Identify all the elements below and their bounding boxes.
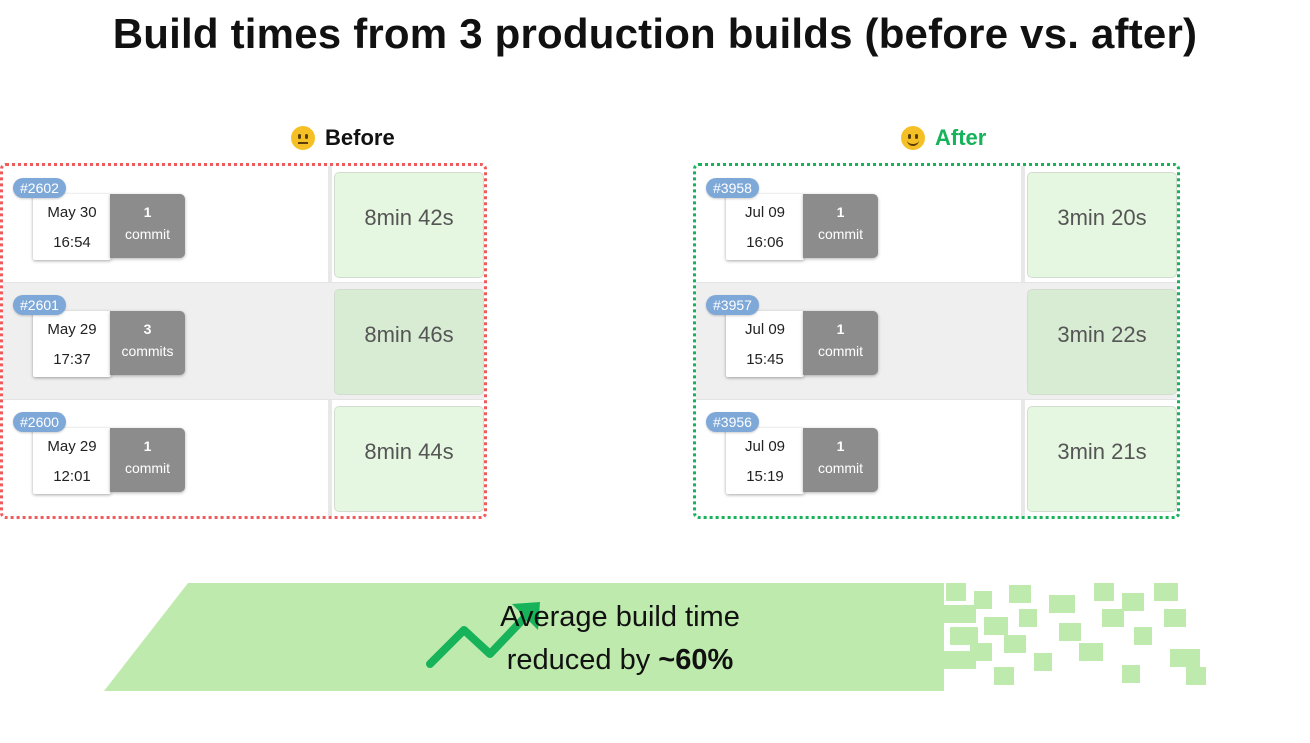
build-row[interactable]: #2601 May 29 17:37 3 commits 8min 46s bbox=[3, 283, 484, 400]
build-date: May 30 bbox=[47, 204, 97, 221]
summary-line-2-prefix: reduced by bbox=[506, 644, 659, 676]
before-builds-panel: #2602 May 30 16:54 1 commit 8min 42s #26… bbox=[0, 163, 487, 519]
summary-line-1: Average build time bbox=[500, 601, 740, 633]
after-header: After bbox=[901, 122, 986, 154]
build-date: Jul 09 bbox=[744, 321, 786, 338]
commit-label: commit bbox=[124, 226, 171, 242]
build-duration-cell[interactable]: 8min 44s bbox=[334, 406, 484, 512]
summary-banner bbox=[104, 583, 1206, 691]
build-id-badge[interactable]: #2602 bbox=[13, 178, 66, 198]
build-duration-cell[interactable]: 3min 20s bbox=[1027, 172, 1177, 278]
build-time: 16:54 bbox=[53, 234, 91, 251]
build-duration-cell[interactable]: 3min 21s bbox=[1027, 406, 1177, 512]
build-date: May 29 bbox=[47, 321, 97, 338]
build-time: 15:19 bbox=[746, 468, 784, 485]
build-duration-cell[interactable]: 8min 46s bbox=[334, 289, 484, 395]
build-time: 15:45 bbox=[746, 351, 784, 368]
before-label: Before bbox=[325, 125, 395, 150]
after-builds-panel: #3958 Jul 09 16:06 1 commit 3min 20s #39… bbox=[693, 163, 1180, 519]
build-row[interactable]: #3957 Jul 09 15:45 1 commit 3min 22s bbox=[696, 283, 1177, 400]
commit-count-card[interactable]: 1 commit bbox=[110, 428, 185, 492]
build-date-card: May 30 16:54 bbox=[33, 194, 111, 260]
commit-label: commit bbox=[124, 460, 171, 476]
build-time: 16:06 bbox=[746, 234, 784, 251]
commit-count-card[interactable]: 1 commit bbox=[803, 194, 878, 258]
build-date: Jul 09 bbox=[744, 204, 786, 221]
build-row[interactable]: #2600 May 29 12:01 1 commit 8min 44s bbox=[3, 400, 484, 516]
build-duration-cell[interactable]: 3min 22s bbox=[1027, 289, 1177, 395]
summary-text: Average build time reduced by ~60% bbox=[470, 596, 770, 682]
summary-line-2: reduced by ~60% bbox=[470, 639, 770, 682]
commit-label: commit bbox=[817, 460, 864, 476]
commit-label: commit bbox=[817, 226, 864, 242]
build-date: May 29 bbox=[47, 438, 97, 455]
commit-count-card[interactable]: 1 commit bbox=[803, 311, 878, 375]
build-row[interactable]: #2602 May 30 16:54 1 commit 8min 42s bbox=[3, 166, 484, 283]
build-date-card: Jul 09 16:06 bbox=[726, 194, 804, 260]
build-date-card: May 29 12:01 bbox=[33, 428, 111, 494]
commit-count-card[interactable]: 1 commit bbox=[803, 428, 878, 492]
commit-count-card[interactable]: 3 commits bbox=[110, 311, 185, 375]
trending-up-icon bbox=[426, 602, 540, 668]
build-id-badge[interactable]: #3956 bbox=[706, 412, 759, 432]
commit-count: 1 bbox=[143, 438, 152, 454]
build-row[interactable]: #3958 Jul 09 16:06 1 commit 3min 20s bbox=[696, 166, 1177, 283]
pixel-pattern bbox=[936, 583, 1206, 685]
commit-count: 1 bbox=[836, 438, 845, 454]
build-id-badge[interactable]: #2601 bbox=[13, 295, 66, 315]
commit-count: 3 bbox=[143, 321, 152, 337]
commit-count: 1 bbox=[143, 204, 152, 220]
after-label: After bbox=[935, 125, 987, 150]
commit-count: 1 bbox=[836, 321, 845, 337]
build-date: Jul 09 bbox=[744, 438, 786, 455]
build-date-card: Jul 09 15:45 bbox=[726, 311, 804, 377]
commit-label: commit bbox=[817, 343, 864, 359]
build-id-badge[interactable]: #3958 bbox=[706, 178, 759, 198]
build-duration-cell[interactable]: 8min 42s bbox=[334, 172, 484, 278]
build-row[interactable]: #3956 Jul 09 15:19 1 commit 3min 21s bbox=[696, 400, 1177, 516]
page-title: Build times from 3 production builds (be… bbox=[112, 10, 1198, 57]
build-id-badge[interactable]: #2600 bbox=[13, 412, 66, 432]
commit-label: commits bbox=[121, 343, 174, 359]
neutral-face-icon bbox=[291, 126, 315, 150]
before-header: Before bbox=[291, 122, 395, 154]
reduction-percentage: ~60% bbox=[658, 644, 734, 676]
build-time: 12:01 bbox=[53, 468, 91, 485]
build-date-card: Jul 09 15:19 bbox=[726, 428, 804, 494]
smiling-face-icon bbox=[901, 126, 925, 150]
build-id-badge[interactable]: #3957 bbox=[706, 295, 759, 315]
commit-count: 1 bbox=[836, 204, 845, 220]
build-time: 17:37 bbox=[53, 351, 91, 368]
build-date-card: May 29 17:37 bbox=[33, 311, 111, 377]
commit-count-card[interactable]: 1 commit bbox=[110, 194, 185, 258]
